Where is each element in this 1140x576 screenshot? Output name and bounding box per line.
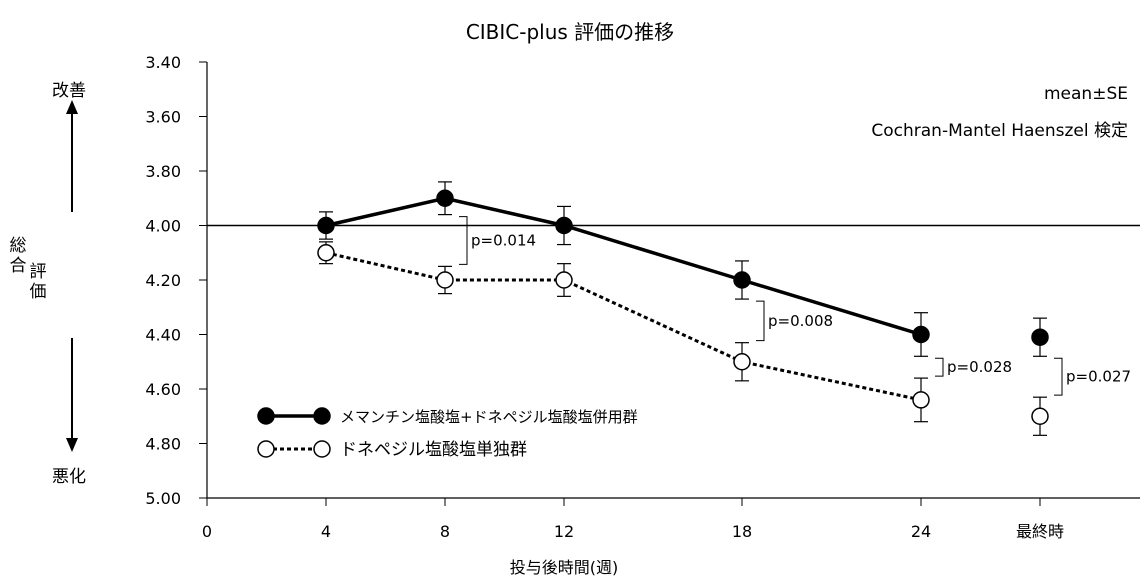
y-tick-label: 3.40 bbox=[145, 53, 181, 72]
x-tick-label: 最終時 bbox=[1016, 522, 1064, 541]
x-tick-label: 8 bbox=[440, 522, 450, 541]
pvalue-label: p=0.028 bbox=[947, 358, 1012, 376]
y-tick-label: 4.40 bbox=[145, 326, 181, 345]
x-tick-label: 0 bbox=[202, 522, 212, 541]
worsen-arrow-head bbox=[66, 438, 78, 452]
data-point bbox=[912, 391, 930, 409]
pvalue-bracket bbox=[1054, 357, 1063, 396]
x-tick-label: 4 bbox=[321, 522, 331, 541]
data-point bbox=[912, 325, 930, 344]
x-tick-label: 18 bbox=[732, 522, 752, 541]
worsen-label: 悪化 bbox=[52, 467, 86, 487]
data-point bbox=[436, 271, 454, 289]
data-point bbox=[555, 271, 573, 289]
x-tick-label: 24 bbox=[911, 522, 931, 541]
data-point bbox=[317, 216, 335, 235]
legend-marker bbox=[313, 440, 331, 458]
y-axis-label-1: 総合 bbox=[9, 236, 27, 276]
legend-marker bbox=[257, 440, 275, 458]
improve-label: 改善 bbox=[52, 81, 86, 101]
x-tick-label: 12 bbox=[554, 522, 574, 541]
stat-note-mean-se: mean±SE bbox=[1044, 84, 1128, 104]
pvalue-bracket bbox=[459, 216, 468, 265]
data-point bbox=[555, 216, 573, 235]
stat-note-test: Cochran-Mantel Haenszel 検定 bbox=[871, 121, 1128, 141]
y-tick-label: 3.80 bbox=[145, 162, 181, 181]
y-tick-label: 4.60 bbox=[145, 380, 181, 399]
improve-arrow-head bbox=[66, 100, 78, 114]
pvalue-bracket bbox=[756, 300, 765, 342]
pvalue-label: p=0.008 bbox=[768, 312, 833, 330]
y-tick-label: 4.00 bbox=[145, 217, 181, 236]
y-tick-label: 3.60 bbox=[145, 108, 181, 127]
chart-title: CIBIC-plus 評価の推移 bbox=[465, 20, 675, 44]
legend-marker bbox=[257, 407, 275, 425]
y-tick-label: 5.00 bbox=[145, 489, 181, 508]
data-point bbox=[436, 189, 454, 207]
data-point bbox=[733, 271, 751, 289]
legend-marker bbox=[313, 407, 331, 425]
data-point bbox=[1031, 328, 1049, 346]
y-tick-label: 4.80 bbox=[145, 435, 181, 454]
y-axis-label-2: 評価 bbox=[29, 262, 47, 302]
x-axis-title: 投与後時間(週) bbox=[510, 558, 619, 576]
data-point bbox=[733, 353, 751, 371]
pvalue-bracket bbox=[935, 357, 944, 377]
y-tick-label: 4.20 bbox=[145, 271, 181, 290]
legend-label: メマンチン塩酸塩+ドネペジル塩酸塩併用群 bbox=[340, 408, 638, 426]
legend-label: ドネペジル塩酸塩単独群 bbox=[340, 440, 527, 460]
data-point bbox=[1031, 407, 1049, 425]
pvalue-label: p=0.014 bbox=[471, 231, 536, 249]
pvalue-label: p=0.027 bbox=[1066, 368, 1131, 386]
data-point bbox=[317, 244, 335, 262]
